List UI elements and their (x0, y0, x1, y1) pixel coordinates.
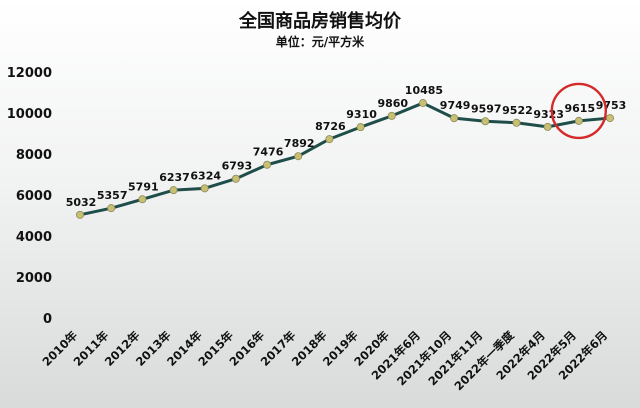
data-label: 9753 (596, 99, 627, 112)
data-point (387, 111, 396, 120)
data-point (450, 114, 459, 123)
data-point (574, 116, 583, 125)
y-tick-label: 12000 (7, 66, 52, 81)
data-label: 6237 (159, 171, 190, 184)
series-layer (76, 99, 615, 219)
data-point (200, 184, 209, 193)
data-label: 5032 (66, 196, 97, 209)
data-label: 6324 (190, 169, 221, 182)
y-tick-label: 2000 (16, 271, 52, 286)
data-point (418, 99, 427, 108)
data-label: 9749 (440, 99, 471, 112)
chart-title: 全国商品房销售均价 (238, 10, 402, 32)
data-label: 8726 (315, 120, 346, 133)
data-label: 7476 (253, 146, 284, 159)
data-point (231, 174, 240, 183)
highlight-layer (550, 82, 608, 140)
series-line (79, 101, 611, 217)
data-label: 6793 (222, 160, 253, 173)
y-tick-label: 6000 (16, 189, 52, 204)
y-tick-label: 8000 (16, 148, 52, 163)
data-label: 9597 (471, 102, 502, 115)
y-tick-label: 10000 (7, 107, 52, 122)
data-label: 7892 (284, 137, 315, 150)
highlight-circle (550, 82, 608, 140)
y-axis-ticks: 0 2000 4000 6000 8000 10000 12000 (7, 66, 52, 327)
y-tick-label: 4000 (16, 230, 52, 245)
x-axis-ticks: 2010年2011年2012年2013年2014年2015年2016年2017年… (39, 328, 610, 393)
data-label: 9615 (565, 102, 596, 115)
data-point (606, 114, 615, 123)
data-label: 10485 (405, 84, 443, 97)
data-point (169, 186, 178, 195)
data-label: 9310 (346, 108, 377, 121)
data-point (107, 204, 116, 213)
data-point (543, 122, 552, 131)
data-label: 9860 (377, 97, 408, 110)
data-point (512, 118, 521, 127)
data-point (76, 210, 85, 219)
data-point (356, 123, 365, 132)
data-label: 9323 (533, 108, 564, 121)
y-tick-label: 0 (43, 312, 52, 327)
data-point (325, 135, 334, 144)
data-label: 5357 (97, 189, 128, 202)
data-point (294, 152, 303, 161)
chart-subtitle: 单位：元/平方米 (276, 34, 365, 49)
data-label: 9522 (502, 104, 533, 117)
data-point (263, 160, 272, 169)
data-point (138, 195, 147, 204)
data-point (481, 117, 490, 126)
data-label: 5791 (128, 180, 159, 193)
